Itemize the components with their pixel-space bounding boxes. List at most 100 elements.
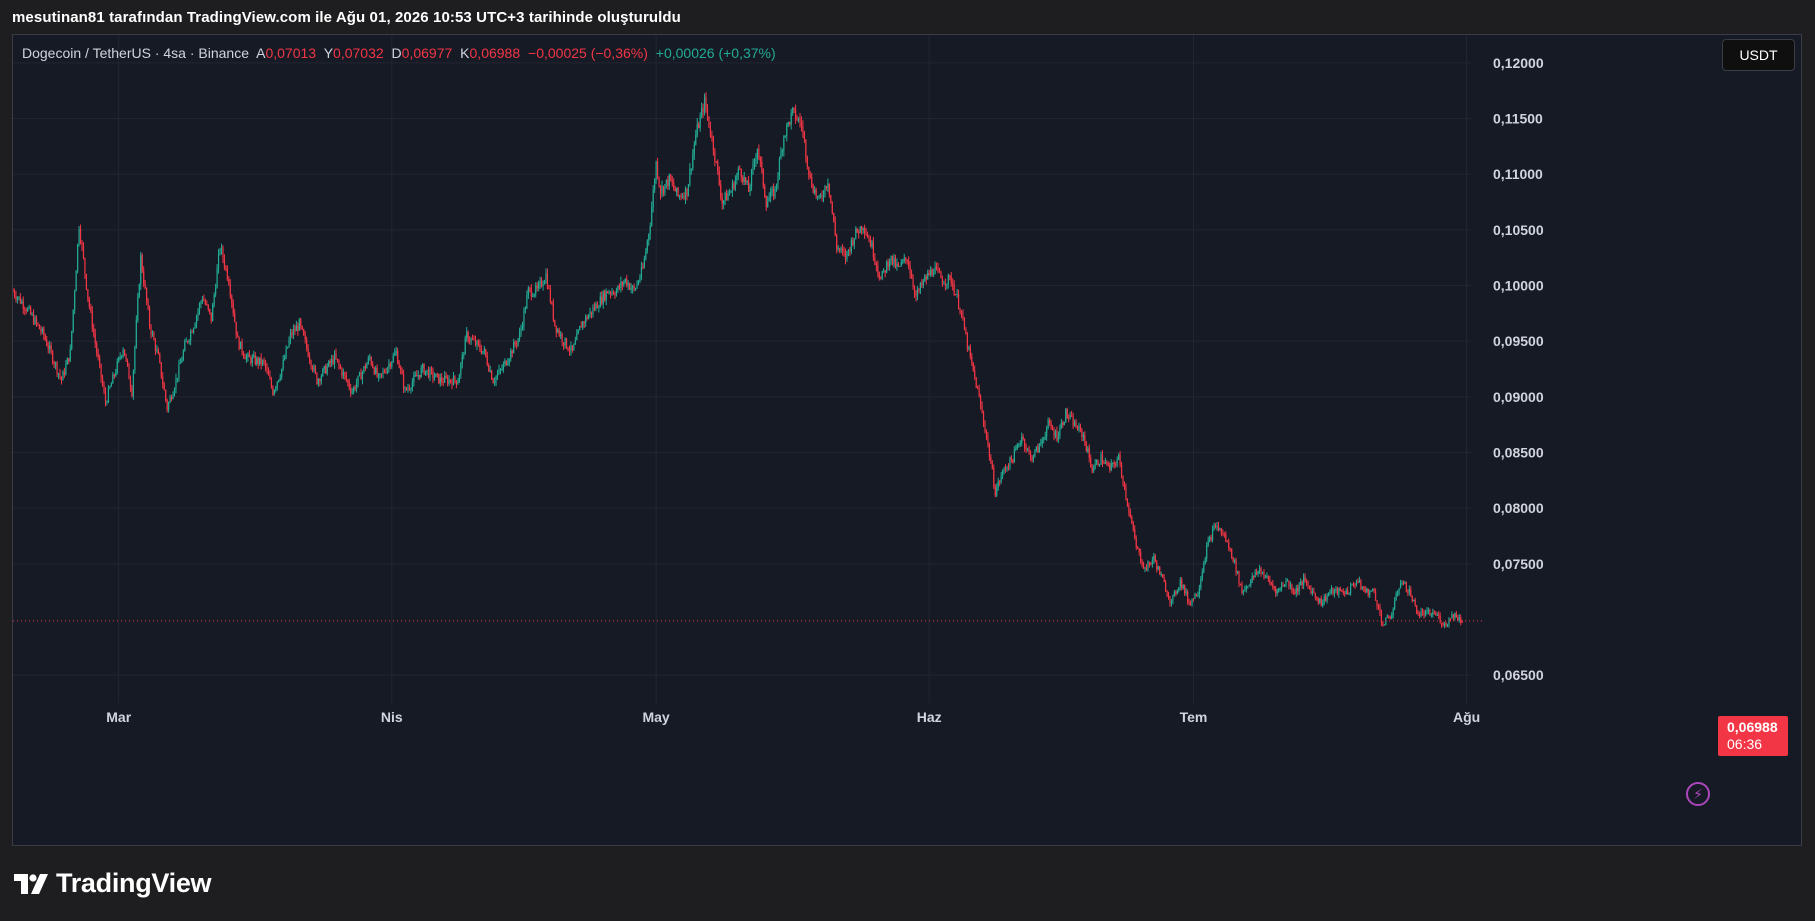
candle-body: [1175, 591, 1177, 594]
candle-body: [348, 382, 350, 388]
candle-body: [282, 359, 284, 369]
candle-body: [31, 314, 33, 316]
candle-body: [1355, 581, 1358, 586]
candle-body: [991, 463, 993, 469]
tradingview-logo[interactable]: TradingView: [14, 868, 212, 899]
candle-body: [646, 240, 648, 251]
symbol-title[interactable]: Dogecoin / TetherUS · 4sa · Binance: [22, 45, 249, 61]
candle-body: [317, 379, 320, 384]
candle-body: [834, 221, 836, 236]
candle-body: [1441, 622, 1443, 625]
candle-body: [289, 332, 292, 340]
candle-body: [668, 174, 670, 187]
candle-body: [768, 197, 770, 202]
candle-body: [244, 356, 246, 360]
candle-body: [718, 171, 720, 185]
candle-body: [1369, 591, 1371, 596]
candle-body: [750, 170, 753, 187]
candle-body: [1015, 448, 1017, 451]
candle-body: [1291, 584, 1293, 591]
candle-body: [817, 196, 819, 198]
candle-body: [1357, 581, 1359, 583]
candle-body: [1442, 624, 1444, 626]
candle-body: [447, 377, 449, 384]
candle-body: [1361, 587, 1363, 589]
candle-body: [683, 195, 685, 199]
candle-body: [126, 359, 129, 365]
candle-body: [323, 366, 325, 369]
time-axis-label: Haz: [917, 709, 942, 725]
candle-body: [209, 309, 211, 313]
candle-body: [1314, 593, 1316, 597]
candle-body: [52, 351, 54, 363]
low-value: 0,06977: [401, 45, 453, 61]
lightning-bolt-icon[interactable]: ⚡: [1686, 782, 1710, 806]
candle-body: [880, 278, 882, 280]
candle-body: [894, 257, 897, 267]
candle-body: [1256, 572, 1258, 574]
candle-body: [150, 326, 152, 335]
candle-body: [1142, 565, 1145, 569]
candle-body: [711, 135, 713, 137]
candle-body: [278, 379, 280, 382]
candle-body: [554, 319, 556, 326]
candle-body: [1172, 595, 1174, 601]
candle-body: [784, 135, 786, 137]
candle-body: [303, 329, 305, 336]
candle-body: [438, 373, 440, 384]
candle-body: [805, 140, 807, 158]
candle-body: [353, 387, 355, 393]
currency-button[interactable]: USDT: [1722, 39, 1795, 71]
candle-body: [1122, 475, 1124, 485]
candle-body: [1219, 528, 1221, 531]
candle-body: [510, 350, 512, 360]
candle-body: [1191, 598, 1193, 605]
candle-body: [1104, 462, 1106, 464]
candle-body: [1016, 444, 1018, 449]
candle-body: [1210, 537, 1212, 541]
candle-body: [1047, 420, 1049, 429]
candle-body: [1132, 523, 1134, 530]
candle-body: [373, 367, 375, 374]
candle-body: [702, 108, 704, 113]
candle-body: [599, 296, 601, 308]
candle-body: [1244, 589, 1246, 591]
candle-body: [797, 118, 800, 120]
candle-body: [745, 177, 747, 183]
candlestick-chart[interactable]: 0,12000 0,11500 0,11000 0,10500 0,10000 0,095…: [13, 35, 1801, 845]
candle-body: [824, 186, 826, 196]
candle-body: [853, 238, 855, 245]
candle-body: [576, 333, 578, 341]
candle-body: [893, 257, 895, 264]
bar-countdown: 06:36: [1727, 736, 1763, 752]
candle-body: [602, 291, 604, 304]
candle-body: [731, 183, 734, 192]
candle-body: [953, 285, 955, 295]
candle-body: [1236, 571, 1239, 574]
candle-body: [1181, 579, 1183, 588]
candle-body: [1402, 583, 1405, 585]
candle-body: [46, 339, 48, 346]
candle-body: [812, 186, 814, 193]
candle-body: [852, 240, 854, 245]
candle-body: [1056, 430, 1058, 441]
candle-body: [1135, 538, 1137, 548]
candle-body: [640, 267, 643, 278]
candle-body: [1360, 580, 1362, 589]
candle-body: [955, 294, 957, 296]
candle-body: [799, 118, 801, 123]
candle-body: [1377, 606, 1380, 608]
candle-body: [344, 372, 346, 376]
candle-body: [432, 370, 434, 379]
candle-body: [24, 308, 26, 311]
candle-body: [123, 349, 126, 356]
chart-frame[interactable]: 0,12000 0,11500 0,11000 0,10500 0,10000 0,095…: [12, 34, 1802, 846]
candle-body: [370, 357, 372, 365]
candle-body: [492, 379, 494, 384]
candle-body: [429, 368, 431, 378]
candle-body: [903, 257, 905, 261]
candle-body: [696, 124, 698, 136]
candle-body: [237, 334, 239, 338]
candle-body: [1457, 617, 1459, 621]
candle-body: [794, 109, 797, 120]
